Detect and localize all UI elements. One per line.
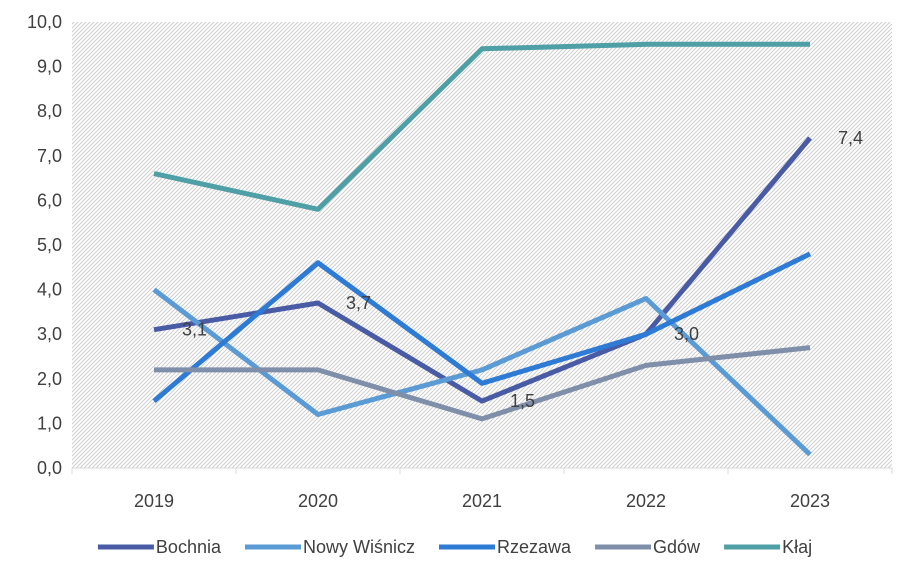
- series-layer: [152, 41, 812, 457]
- x-tick-label: 2019: [134, 491, 174, 511]
- y-tick-label: 10,0: [27, 12, 62, 32]
- legend-label: Rzezawa: [497, 537, 572, 557]
- data-label: 7,4: [838, 128, 863, 148]
- x-tick-label: 2022: [626, 491, 666, 511]
- x-tick-label: 2021: [462, 491, 502, 511]
- y-tick-label: 6,0: [37, 190, 62, 210]
- legend-label: Bochnia: [156, 537, 222, 557]
- y-tick-label: 3,0: [37, 324, 62, 344]
- y-tick-label: 5,0: [37, 235, 62, 255]
- legend-label: Nowy Wiśnicz: [303, 537, 415, 557]
- data-label: 3,7: [346, 293, 371, 313]
- y-tick-label: 0,0: [37, 458, 62, 478]
- series-line-nowy-wiśnicz: [152, 287, 812, 457]
- y-tick-label: 9,0: [37, 57, 62, 77]
- legend-label: Gdów: [653, 537, 701, 557]
- y-tick-label: 4,0: [37, 280, 62, 300]
- y-tick-label: 1,0: [37, 413, 62, 433]
- legend-item: Nowy Wiśnicz: [244, 537, 415, 557]
- legend-item: Rzezawa: [439, 537, 572, 557]
- legend: Bochnia Nowy Wiśnicz Rzezawa Gdów Kłaj: [97, 537, 812, 557]
- plot-area-background: [72, 22, 892, 468]
- legend-label: Kłaj: [782, 537, 812, 557]
- data-label: 3,1: [182, 320, 207, 340]
- series-line-kłaj: [153, 41, 810, 212]
- legend-item: Bochnia: [97, 537, 222, 557]
- data-label: 3,0: [674, 324, 699, 344]
- y-tick-label: 8,0: [37, 101, 62, 121]
- y-axis: 0,0 1,0 2,0 3,0 4,0 5,0 6,0 7,0 8,0 9,0 10,0: [27, 12, 62, 478]
- x-tick-label: 2020: [298, 491, 338, 511]
- series-line-rzezawa: [152, 251, 812, 404]
- y-tick-label: 7,0: [37, 146, 62, 166]
- x-axis: 2019 2020 2021 2022 2023: [71, 467, 893, 511]
- data-labels: 3,1 3,7 1,5 3,0 7,4: [182, 128, 863, 411]
- y-tick-label: 2,0: [37, 369, 62, 389]
- legend-item: Gdów: [595, 537, 701, 557]
- legend-item: Kłaj: [724, 537, 812, 557]
- series-line-gdów: [154, 345, 811, 422]
- x-tick-label: 2023: [790, 491, 830, 511]
- data-label: 1,5: [510, 391, 535, 411]
